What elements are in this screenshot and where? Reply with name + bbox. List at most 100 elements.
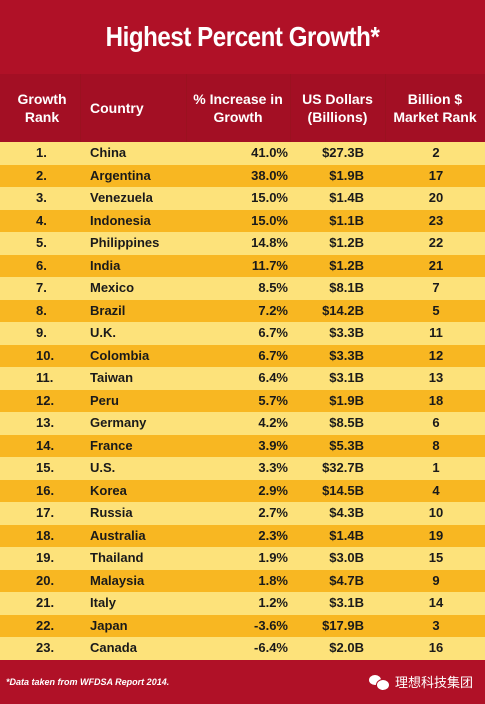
us-dollars-cell: $14.5B <box>322 482 364 498</box>
market-rank-cell: 10 <box>428 505 444 520</box>
us-dollars-cell: $3.1B <box>329 370 364 385</box>
pct-increase-cell: 1.2% <box>258 595 288 610</box>
wechat-icon <box>368 674 390 691</box>
country-cell: Colombia <box>90 347 150 363</box>
us-dollars-cell: $1.2B <box>329 235 364 250</box>
us-dollars-cell: $14.2B <box>322 302 364 318</box>
header-market-rank: Billion $ Market Rank <box>393 91 477 125</box>
country-cell: Argentina <box>90 167 151 183</box>
pct-increase-cell: 15.0% <box>251 212 288 228</box>
us-dollars-cell: $1.4B <box>329 527 364 543</box>
market-rank-cell: 11 <box>429 325 443 340</box>
growth-rank-cell: 6. <box>36 257 47 273</box>
market-rank-cell: 12 <box>428 347 444 363</box>
table-row: 3. Venezuela 15.0% $1.4B 20 <box>0 187 485 210</box>
market-rank-cell: 6 <box>432 415 440 430</box>
pct-increase-cell: 3.3% <box>258 460 288 475</box>
market-rank-cell: 8 <box>432 437 440 453</box>
growth-rank-cell: 1. <box>36 145 47 160</box>
pct-increase-cell: 2.7% <box>258 505 288 520</box>
growth-rank-cell: 18. <box>36 527 55 543</box>
pct-increase-cell: 5.7% <box>258 392 288 408</box>
growth-rank-cell: 7. <box>36 280 47 295</box>
us-dollars-cell: $3.0B <box>329 550 364 565</box>
market-rank-cell: 7 <box>432 280 440 295</box>
country-cell: Thailand <box>90 550 144 565</box>
us-dollars-cell: $5.3B <box>329 437 364 453</box>
us-dollars-cell: $8.5B <box>329 415 364 430</box>
country-cell: Japan <box>90 617 128 633</box>
country-cell: Indonesia <box>90 212 151 228</box>
country-cell: Russia <box>90 505 133 520</box>
growth-rank-cell: 22. <box>36 617 55 633</box>
pct-increase-cell: 1.8% <box>258 572 288 588</box>
table-row: 11. Taiwan 6.4% $3.1B 13 <box>0 367 485 390</box>
table-row: 16. Korea 2.9% $14.5B 4 <box>0 479 485 502</box>
table-row: 13. Germany 4.2% $8.5B 6 <box>0 412 485 435</box>
growth-rank-cell: 14. <box>36 437 55 453</box>
pct-increase-cell: 41.0% <box>251 145 288 160</box>
country-cell: Canada <box>90 640 137 655</box>
table-row: 5. Philippines 14.8% $1.2B 22 <box>0 232 485 255</box>
us-dollars-cell: $3.3B <box>329 347 364 363</box>
table-row: 23. Canada -6.4% $2.0B 16 <box>0 637 485 660</box>
market-rank-cell: 20 <box>428 190 444 205</box>
header-growth-rank: Growth Rank <box>17 91 67 125</box>
market-rank-cell: 18 <box>428 392 444 408</box>
header-pct-increase: % Increase in Growth <box>193 91 283 125</box>
market-rank-cell: 21 <box>428 257 444 273</box>
market-rank-cell: 1 <box>432 460 440 475</box>
us-dollars-cell: $1.1B <box>329 212 364 228</box>
pct-increase-cell: 2.9% <box>258 482 288 498</box>
pct-increase-cell: -3.6% <box>254 617 288 633</box>
growth-rank-cell: 5. <box>36 235 47 250</box>
country-cell: U.K. <box>90 325 116 340</box>
us-dollars-cell: $4.7B <box>329 572 364 588</box>
country-cell: India <box>90 257 121 273</box>
growth-rank-cell: 12. <box>36 392 55 408</box>
table-row: 18. Australia 2.3% $1.4B 19 <box>0 524 485 547</box>
country-cell: Brazil <box>90 302 126 318</box>
table-row: 4. Indonesia 15.0% $1.1B 23 <box>0 209 485 232</box>
market-rank-cell: 16 <box>428 640 444 655</box>
table-row: 10. Colombia 6.7% $3.3B 12 <box>0 344 485 367</box>
growth-rank-cell: 10. <box>36 347 55 363</box>
pct-increase-cell: -6.4% <box>254 640 288 655</box>
pct-increase-cell: 2.3% <box>258 527 288 543</box>
pct-increase-cell: 3.9% <box>258 437 288 453</box>
pct-increase-cell: 38.0% <box>251 167 288 183</box>
growth-rank-cell: 3. <box>36 190 47 205</box>
market-rank-cell: 14 <box>428 595 444 610</box>
page-title: Highest Percent Growth* <box>105 21 380 52</box>
table-row: 7. Mexico 8.5% $8.1B 7 <box>0 277 485 300</box>
pct-increase-cell: 1.9% <box>258 550 288 565</box>
growth-rank-cell: 21. <box>36 595 55 610</box>
pct-increase-cell: 6.7% <box>258 325 288 340</box>
country-cell: U.S. <box>90 460 116 475</box>
country-cell: Mexico <box>90 280 135 295</box>
table-row: 14. France 3.9% $5.3B 8 <box>0 434 485 457</box>
us-dollars-cell: $1.9B <box>329 167 364 183</box>
country-cell: Italy <box>90 595 117 610</box>
country-cell: Peru <box>90 392 119 408</box>
table-row: 21. Italy 1.2% $3.1B 14 <box>0 592 485 615</box>
country-cell: Australia <box>90 527 146 543</box>
table-row: 2. Argentina 38.0% $1.9B 17 <box>0 164 485 187</box>
table-row: 17. Russia 2.7% $4.3B 10 <box>0 502 485 525</box>
country-cell: Venezuela <box>90 190 153 205</box>
market-rank-cell: 5 <box>432 302 440 318</box>
country-cell: Malaysia <box>90 572 145 588</box>
pct-increase-cell: 15.0% <box>251 190 288 205</box>
country-cell: Korea <box>90 482 127 498</box>
pct-increase-cell: 11.7% <box>251 257 288 273</box>
growth-rank-cell: 20. <box>36 572 55 588</box>
table-row: 1. China 41.0% $27.3B 2 <box>0 142 485 165</box>
market-rank-cell: 4 <box>432 482 440 498</box>
pct-increase-cell: 6.4% <box>258 370 288 385</box>
country-cell: Germany <box>90 415 147 430</box>
us-dollars-cell: $27.3B <box>322 145 364 160</box>
market-rank-cell: 2 <box>432 145 440 160</box>
us-dollars-cell: $32.7B <box>322 460 364 475</box>
growth-rank-cell: 13. <box>36 415 55 430</box>
